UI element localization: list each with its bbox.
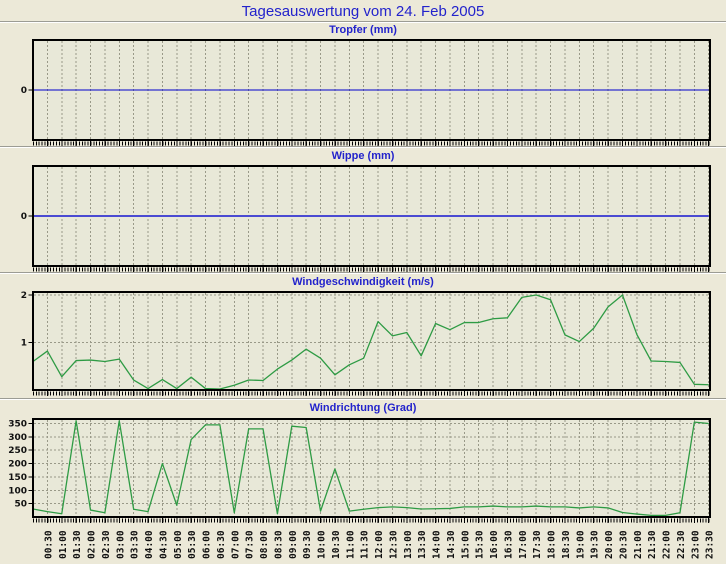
x-axis-label: 15:00: [460, 530, 471, 559]
x-axis-label: 08:00: [259, 530, 270, 559]
series-line-3: [32, 420, 709, 517]
x-axis-label: 22:30: [676, 530, 687, 559]
svg-text:0: 0: [21, 212, 27, 222]
svg-text:350: 350: [8, 420, 27, 430]
svg-text:150: 150: [8, 473, 27, 483]
separator: [0, 398, 726, 400]
x-axis-label: 17:30: [532, 530, 543, 559]
x-axis-label: 07:00: [230, 530, 241, 559]
x-axis-label: 04:00: [144, 530, 155, 559]
x-axis-label: 20:30: [618, 530, 629, 559]
x-axis-label: 01:00: [58, 530, 69, 559]
tick-marks: [33, 141, 710, 146]
x-axis-label: 19:30: [590, 530, 601, 559]
x-axis-label: 10:30: [331, 530, 342, 559]
svg-text:100: 100: [8, 486, 27, 496]
svg-text:300: 300: [8, 433, 27, 443]
x-axis-label: 21:30: [647, 530, 658, 559]
svg-text:50: 50: [14, 500, 27, 510]
chart-panel-2: 12: [21, 291, 711, 396]
tick-marks: [33, 267, 710, 272]
x-axis-label: 09:30: [302, 530, 313, 559]
plot-frame: [32, 291, 711, 391]
x-axis-label: 02:30: [101, 530, 112, 559]
x-axis-label: 11:00: [345, 530, 356, 559]
x-axis-label: 12:00: [374, 530, 385, 559]
separator: [0, 146, 726, 148]
x-axis-label: 07:30: [245, 530, 256, 559]
x-axis-label: 13:00: [403, 530, 414, 559]
x-axis-label: 14:00: [432, 530, 443, 559]
x-axis-label: 14:30: [446, 530, 457, 559]
separator: [0, 21, 726, 23]
x-axis-label: 23:30: [705, 530, 716, 559]
svg-text:2: 2: [21, 291, 27, 301]
svg-text:250: 250: [8, 446, 27, 456]
x-axis-label: 08:30: [273, 530, 284, 559]
svg-text:0: 0: [21, 86, 27, 96]
svg-text:1: 1: [21, 339, 27, 349]
x-axis-label: 23:00: [690, 530, 701, 559]
x-axis-label: 11:30: [360, 530, 371, 559]
separator: [0, 272, 726, 274]
chart-panel-3: 50 100 150 200 250 300 350: [8, 418, 711, 523]
x-axis-label: 12:30: [388, 530, 399, 559]
x-axis-label: 18:30: [561, 530, 572, 559]
x-axis-label: 03:30: [130, 530, 141, 559]
x-axis-label: 18:00: [547, 530, 558, 559]
panel-title-wippe: Wippe (mm): [331, 150, 395, 162]
x-axis-label: 06:30: [216, 530, 227, 559]
x-axis-label: 05:00: [173, 530, 184, 559]
x-axis-label: 01:30: [72, 530, 83, 559]
x-axis-label: 06:00: [202, 530, 213, 559]
x-axis-label: 04:30: [158, 530, 169, 559]
x-axis-label: 17:00: [518, 530, 529, 559]
x-axis-label: 21:00: [633, 530, 644, 559]
x-axis-label: 22:00: [662, 530, 673, 559]
series-line-2: [32, 294, 709, 390]
gridlines: [34, 293, 710, 389]
x-axis-label: 20:00: [604, 530, 615, 559]
y-axis-labels: 12: [21, 291, 33, 349]
tick-marks: [33, 518, 710, 523]
x-axis-label: 19:00: [575, 530, 586, 559]
x-axis-label: 05:30: [187, 530, 198, 559]
y-axis-labels: 0: [21, 86, 33, 96]
chart-panel-1: 0: [21, 165, 711, 272]
x-axis-labels: 00:30 01:00 01:30 02:00 02:30 03:00 03:30 04:00…: [43, 530, 715, 559]
x-axis-label: 13:30: [417, 530, 428, 559]
x-axis-label: 16:30: [503, 530, 514, 559]
chart-panel-0: 0: [21, 39, 711, 146]
gridlines: [34, 420, 710, 516]
x-axis-label: 09:00: [288, 530, 299, 559]
panel-title-windrichtung: Windrichtung (Grad): [309, 402, 417, 414]
y-axis-labels: 0: [21, 212, 33, 222]
page-title: Tagesauswertung vom 24. Feb 2005: [241, 3, 485, 20]
x-axis-label: 00:30: [43, 530, 54, 559]
plot-frame: [32, 418, 711, 518]
x-axis-label: 03:00: [115, 530, 126, 559]
tick-marks: [33, 391, 710, 396]
panel-title-windgeschwindigkeit: Windgeschwindigkeit (m/s): [292, 276, 434, 288]
x-axis-label: 02:00: [87, 530, 98, 559]
y-axis-labels: 50 100 150 200 250 300 350: [8, 420, 33, 510]
panel-title-tropfer: Tropfer (mm): [329, 24, 397, 36]
x-axis-label: 16:00: [489, 530, 500, 559]
svg-text:200: 200: [8, 460, 27, 470]
x-axis-label: 10:00: [317, 530, 328, 559]
x-axis-label: 15:30: [475, 530, 486, 559]
